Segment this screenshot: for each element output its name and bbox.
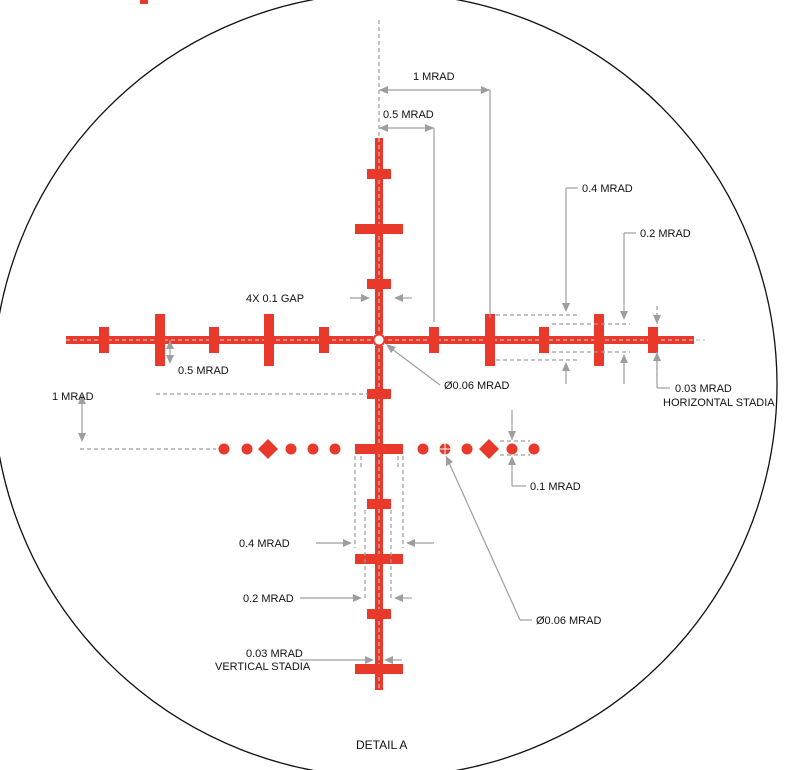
label-v-stadia-2: VERTICAL STADIA [215,661,311,673]
holdover-diamond [258,439,278,459]
center-dot [372,333,386,347]
vertical-tick [367,389,391,399]
holdover-dot [218,443,230,455]
label-0-1-mrad: 0.1 MRAD [530,481,581,493]
label-0-5-mrad-top: 0.5 MRAD [383,109,434,121]
vertical-tick [355,554,403,564]
holdover-dot [506,443,518,455]
label-detail: DETAIL A [356,738,407,752]
label-0-4-mrad-right: 0.4 MRAD [582,183,633,195]
holdover-dot [417,443,429,455]
horizontal-tick [319,327,329,353]
holdover-dot [461,443,473,455]
holdover-dot [528,443,540,455]
label-h-stadia-1: 0.03 MRAD [675,383,732,395]
horizontal-tick [264,314,274,366]
holdover-diamond [479,439,499,459]
vertical-tick [367,499,391,509]
label-gap: 4X 0.1 GAP [246,293,304,305]
field-of-view-circle [0,0,778,770]
holdover-dot [285,443,297,455]
label-0-4-mrad-bottom: 0.4 MRAD [239,538,290,550]
red-corner-mark [140,0,148,4]
holdover-dot [307,443,319,455]
vertical-tick [367,169,391,179]
dimension-lines [80,20,670,661]
holdover-dot [329,443,341,455]
label-v-stadia-1: 0.03 MRAD [246,648,303,660]
label-0-2-mrad-right: 0.2 MRAD [640,228,691,240]
horizontal-stadia-left [66,336,373,344]
vertical-tick [355,444,403,454]
horizontal-tick [209,327,219,353]
horizontal-tick [429,327,439,353]
arrowheads [78,86,661,664]
horizontal-tick [594,314,604,366]
label-center-dot: Ø0.06 MRAD [444,380,509,392]
horizontal-tick [155,314,165,366]
horizontal-tick [539,327,549,353]
holdover-dot [241,443,253,455]
label-0-5-mrad-left: 0.5 MRAD [178,365,229,377]
label-h-stadia-2: HORIZONTAL STADIA [663,397,775,409]
label-1-mrad-left: 1 MRAD [52,391,94,403]
vertical-tick [355,224,403,234]
label-1-mrad-top: 1 MRAD [413,71,455,83]
horizontal-tick [99,327,109,353]
label-lower-dot: Ø0.06 MRAD [536,615,601,627]
vertical-tick [367,609,391,619]
vertical-tick [367,279,391,289]
vertical-tick [355,664,403,674]
label-0-2-mrad-bottom: 0.2 MRAD [243,593,294,605]
horizontal-tick [485,314,495,366]
horizontal-tick [648,327,658,353]
reticle [66,138,705,690]
